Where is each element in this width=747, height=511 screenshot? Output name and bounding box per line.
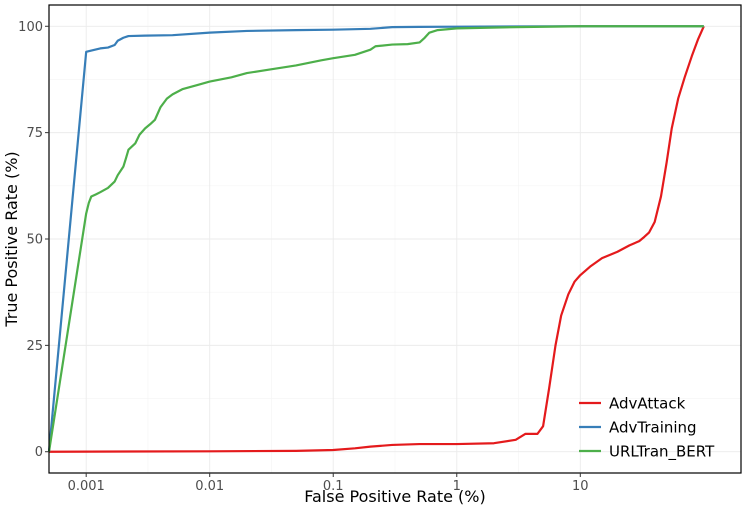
y-tick-label: 25: [26, 339, 43, 354]
y-axis-title: True Positive Rate (%): [2, 151, 21, 327]
y-axis-ticks: 0 25 50 75 100: [18, 20, 49, 460]
y-tick-label: 100: [18, 20, 43, 35]
legend-label-advattack: AdvAttack: [609, 395, 686, 413]
y-tick-label: 50: [26, 233, 43, 248]
x-tick-label: 10: [572, 479, 589, 494]
series-lines: [47, 25, 705, 453]
legend-label-urltran-bert: URLTran_BERT: [609, 443, 715, 462]
series-line-advattack: [48, 25, 705, 453]
series-line-advtraining: [47, 25, 704, 452]
legend-label-advtraining: AdvTraining: [609, 419, 697, 437]
series-line-urltran-bert: [47, 25, 704, 452]
x-tick-label: 0.01: [195, 479, 224, 494]
y-tick-label: 0: [35, 445, 43, 460]
y-tick-label: 75: [26, 126, 43, 141]
legend: AdvAttack AdvTraining URLTran_BERT: [579, 395, 715, 462]
x-axis-ticks: 0.001 0.01 0.1 1 10: [68, 473, 589, 494]
x-tick-label: 0.001: [68, 479, 105, 494]
x-tick-label: 1: [453, 479, 461, 494]
x-tick-label: 0.1: [323, 479, 344, 494]
x-axis-title: False Positive Rate (%): [304, 487, 485, 506]
